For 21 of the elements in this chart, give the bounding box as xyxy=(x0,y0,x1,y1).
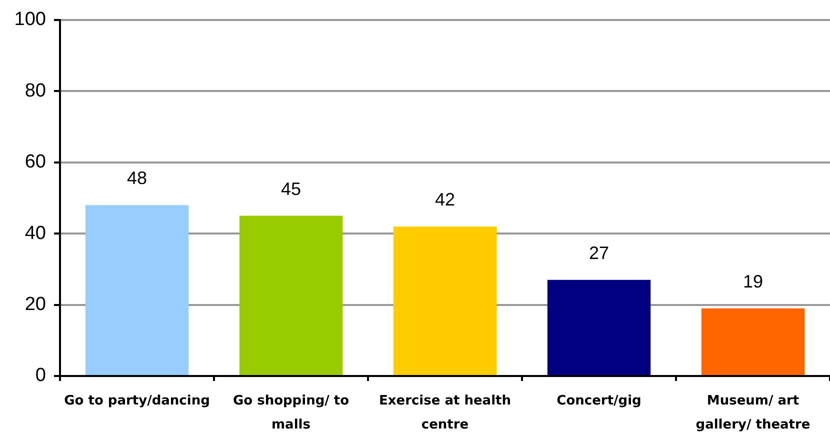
bar xyxy=(85,205,189,375)
y-tick-label: 80 xyxy=(24,80,46,102)
y-tick-label: 40 xyxy=(24,222,46,244)
y-tick-label: 100 xyxy=(14,9,46,30)
data-label: 45 xyxy=(280,178,302,199)
x-tick-label: Museum/ art gallery/ theatre xyxy=(696,393,810,432)
y-tick-label: 60 xyxy=(24,152,46,173)
data-label: 48 xyxy=(126,168,148,188)
x-tick-label: Go to party/dancing xyxy=(64,393,210,408)
y-tick-label: 0 xyxy=(35,365,46,386)
data-label: 19 xyxy=(742,271,764,292)
bar xyxy=(239,216,343,375)
y-tick-label: 20 xyxy=(24,294,46,316)
x-tick-label: Concert/gig xyxy=(556,393,642,408)
data-label: 42 xyxy=(434,189,456,210)
bar xyxy=(547,280,651,375)
data-label: 27 xyxy=(588,242,610,263)
bar xyxy=(393,226,497,375)
bar xyxy=(701,308,805,375)
x-tick-label: Exercise at health centre xyxy=(378,393,512,432)
x-tick-label: Go shopping/ to malls xyxy=(232,393,350,432)
